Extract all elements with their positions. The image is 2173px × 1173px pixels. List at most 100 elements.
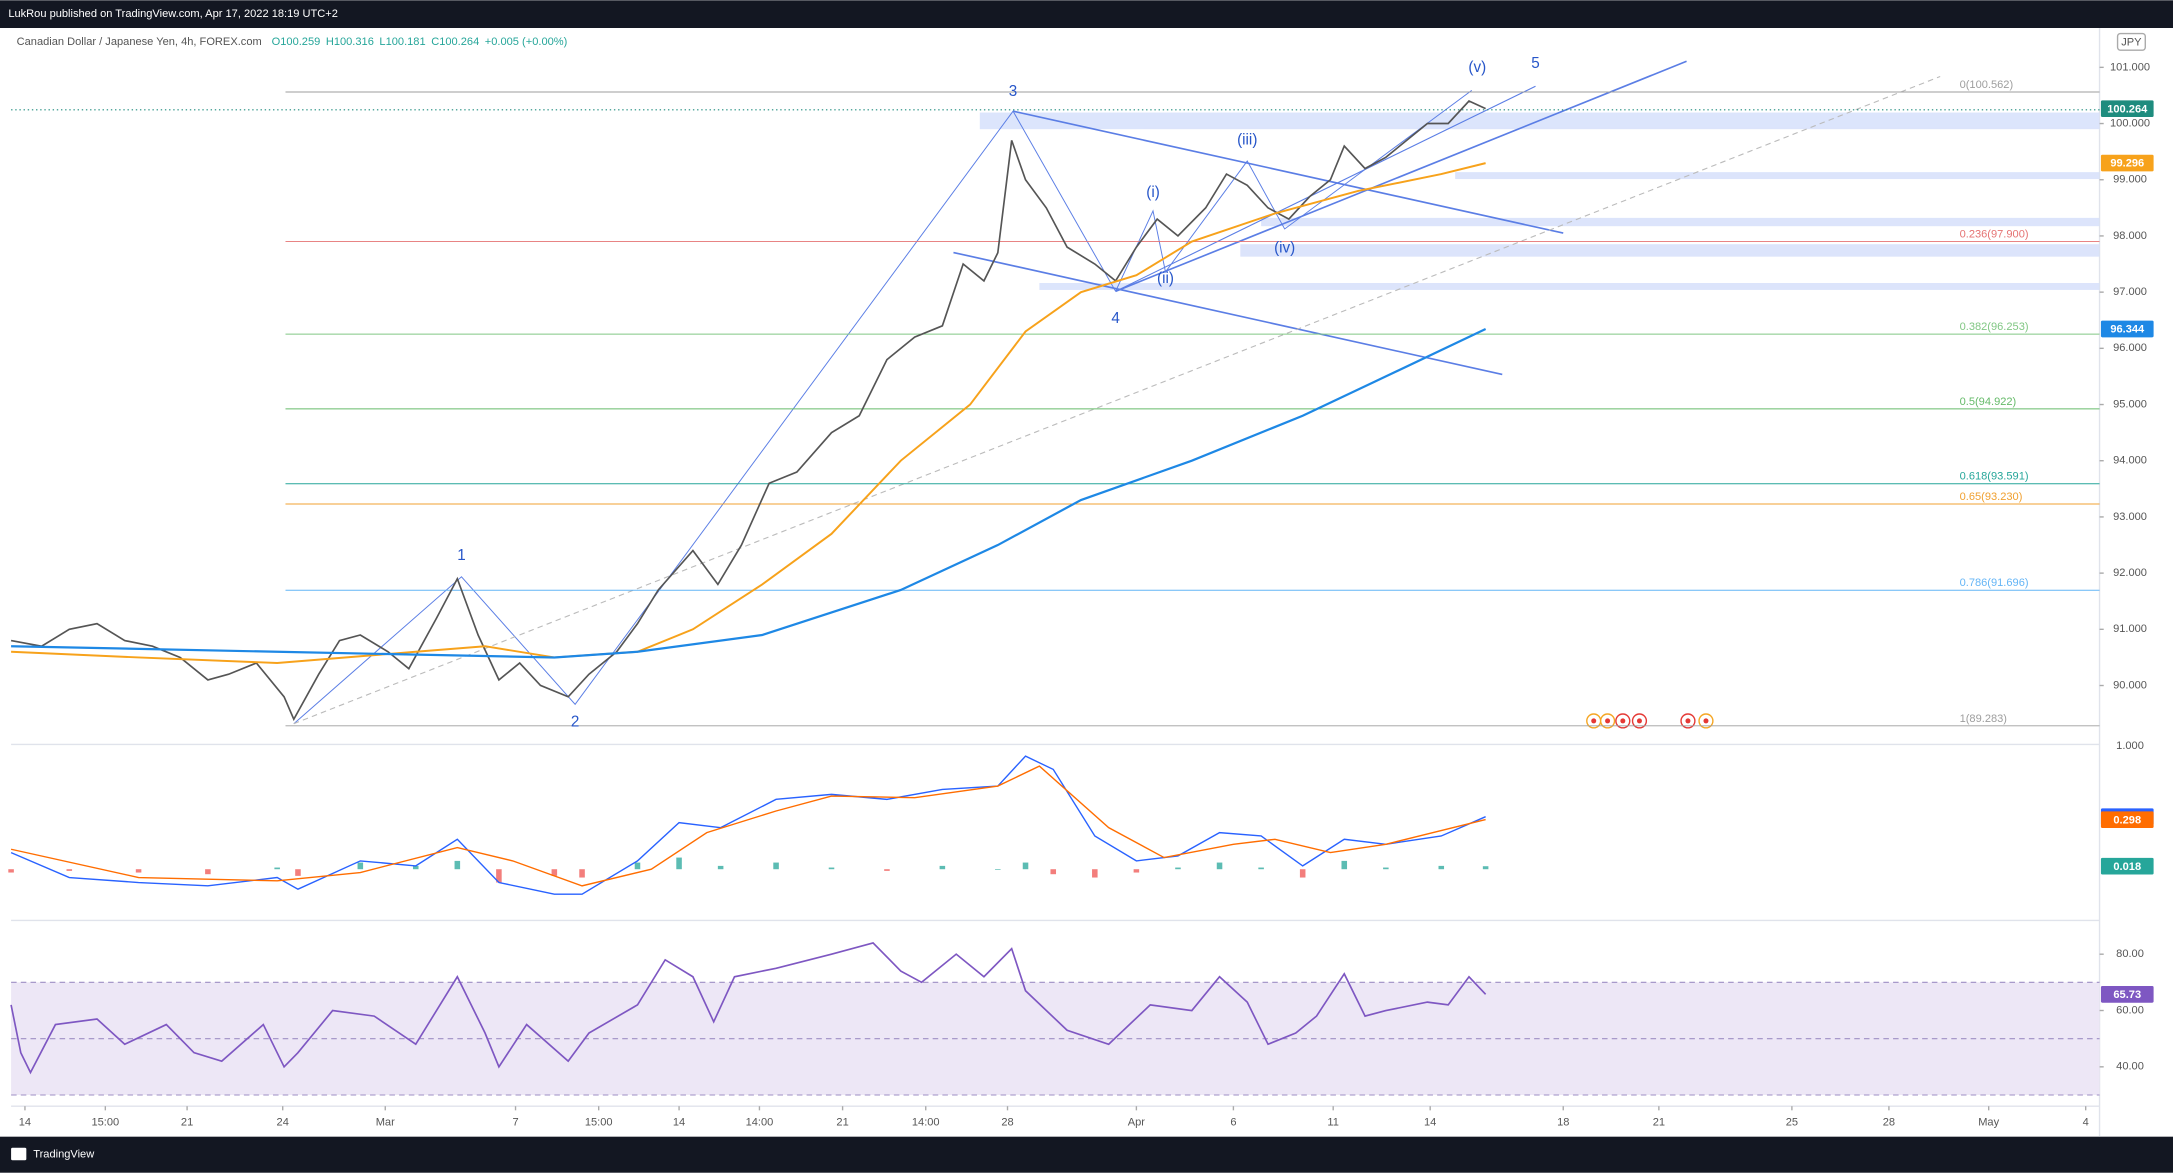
x-tick-label: 21 [181,1117,193,1129]
price-tag-label: 100.264 [2107,103,2148,115]
price-tag-label: 0.298 [2113,814,2141,826]
symbol-header: Canadian Dollar / Japanese Yen, 4h, FORE… [17,36,262,48]
wave-label: (i) [1146,184,1160,201]
x-tick-label: 15:00 [91,1117,119,1129]
x-tick-label: 7 [512,1117,518,1129]
bottom-bar [0,1136,2173,1173]
wave-label: 4 [1111,310,1120,327]
histogram-bar [1438,865,1445,870]
x-tick-label: May [1978,1117,1999,1129]
histogram-bar [1299,869,1306,878]
publisher: LukRou published on TradingView.com, Apr… [8,8,338,20]
x-tick-label: 18 [1557,1117,1569,1129]
price-tag [2100,811,2154,828]
series-line [11,328,1487,659]
wave-label: (ii) [1157,270,1174,287]
x-tick-label: 15:00 [585,1117,613,1129]
histogram-bar [1341,860,1348,870]
histogram-bar [579,869,585,878]
histogram-bar [412,865,419,870]
y-tick-label: 93.000 [2113,511,2147,523]
series-line [10,755,1486,895]
y-tick-label: 90.000 [2113,679,2147,691]
price-tag [2100,154,2154,172]
x-tick-label: 11 [1327,1117,1339,1129]
fib-label: 0.618(93.591) [1960,471,2029,483]
x-tick-label: 28 [1883,1117,1895,1129]
series-line [10,765,1486,887]
wave-path [293,110,1117,725]
x-tick-label: 21 [836,1117,848,1129]
histogram-bar [1050,869,1057,875]
histogram-bar [773,862,779,870]
histogram-bar [295,869,301,876]
ohlc-value: H100.316 [326,36,374,48]
ohlc-value: L100.181 [379,36,425,48]
x-tick-label: 6 [1230,1117,1236,1129]
top-bar [0,0,2173,29]
price-tag-label: 0.018 [2113,861,2141,873]
series-line [10,100,1486,722]
event-icon [1605,718,1611,724]
channel-line [1115,85,1536,292]
histogram-bar [939,865,946,870]
event-icon [1685,718,1691,724]
price-tag-label: 96.344 [2110,324,2145,336]
y-tick-label: 99.000 [2113,174,2147,186]
x-tick-label: 24 [277,1117,289,1129]
zone [1039,283,2100,290]
x-tick-label: 21 [1653,1117,1665,1129]
histogram-bar [1092,869,1098,878]
currency: JPY [2121,36,2142,48]
brand-logo [11,1147,27,1161]
histogram-bar [676,857,682,870]
trendlines [293,60,1941,725]
price-tag [2100,100,2154,118]
brand: TradingView [33,1149,95,1161]
x-tick-label: 14:00 [746,1117,774,1129]
ohlc-value: O100.259 [272,36,321,48]
x-tick-label: 25 [1786,1117,1798,1129]
channel-line [1115,60,1687,293]
wave-label: 5 [1531,55,1539,72]
histogram-bar [274,867,280,870]
zone [1455,172,2100,180]
y-tick-label: 96.000 [2113,342,2147,354]
channel-line [1012,110,1564,234]
ohlc-value: +0.005 (+0.00%) [485,36,568,48]
subwave-path [1115,89,1473,292]
event-icon [1620,718,1626,724]
channel-line [953,251,1503,376]
histogram-bar [1383,867,1389,870]
fib-label: 0.65(93.230) [1960,491,2023,503]
event-icon [1636,718,1642,724]
x-tick-label: Apr [1128,1117,1146,1129]
histogram-bar [496,869,502,883]
zone [1261,217,2100,227]
histogram-bar [205,869,211,875]
histogram-bar [828,867,835,870]
price-tag [2100,986,2154,1003]
y-tick-label: 60.00 [2116,1004,2144,1016]
histogram-bar [454,860,461,870]
y-tick-label: 91.000 [2113,623,2147,635]
event-icons [1586,713,1714,729]
histogram-bar [717,865,724,870]
fib-label: 0.5(94.922) [1960,396,2017,408]
price-tag-label: 65.73 [2113,989,2141,1001]
histogram-bar [357,862,364,870]
y-tick-label: 95.000 [2113,398,2147,410]
wave-label: 1 [457,547,465,564]
histogram-bar [884,869,890,871]
event-icon [1703,718,1709,724]
y-tick-label: 101.000 [2110,61,2150,73]
y-tick-label: 100.000 [2110,117,2150,129]
price-tag-label: 99.296 [2110,158,2144,170]
trend-dashed [293,75,1941,725]
histogram-bar [995,869,1001,870]
fib-label: 0(100.562) [1960,79,2014,91]
histogram-bar [1175,867,1181,870]
histogram-bar [1022,862,1029,870]
x-tick-label: Mar [376,1117,395,1129]
